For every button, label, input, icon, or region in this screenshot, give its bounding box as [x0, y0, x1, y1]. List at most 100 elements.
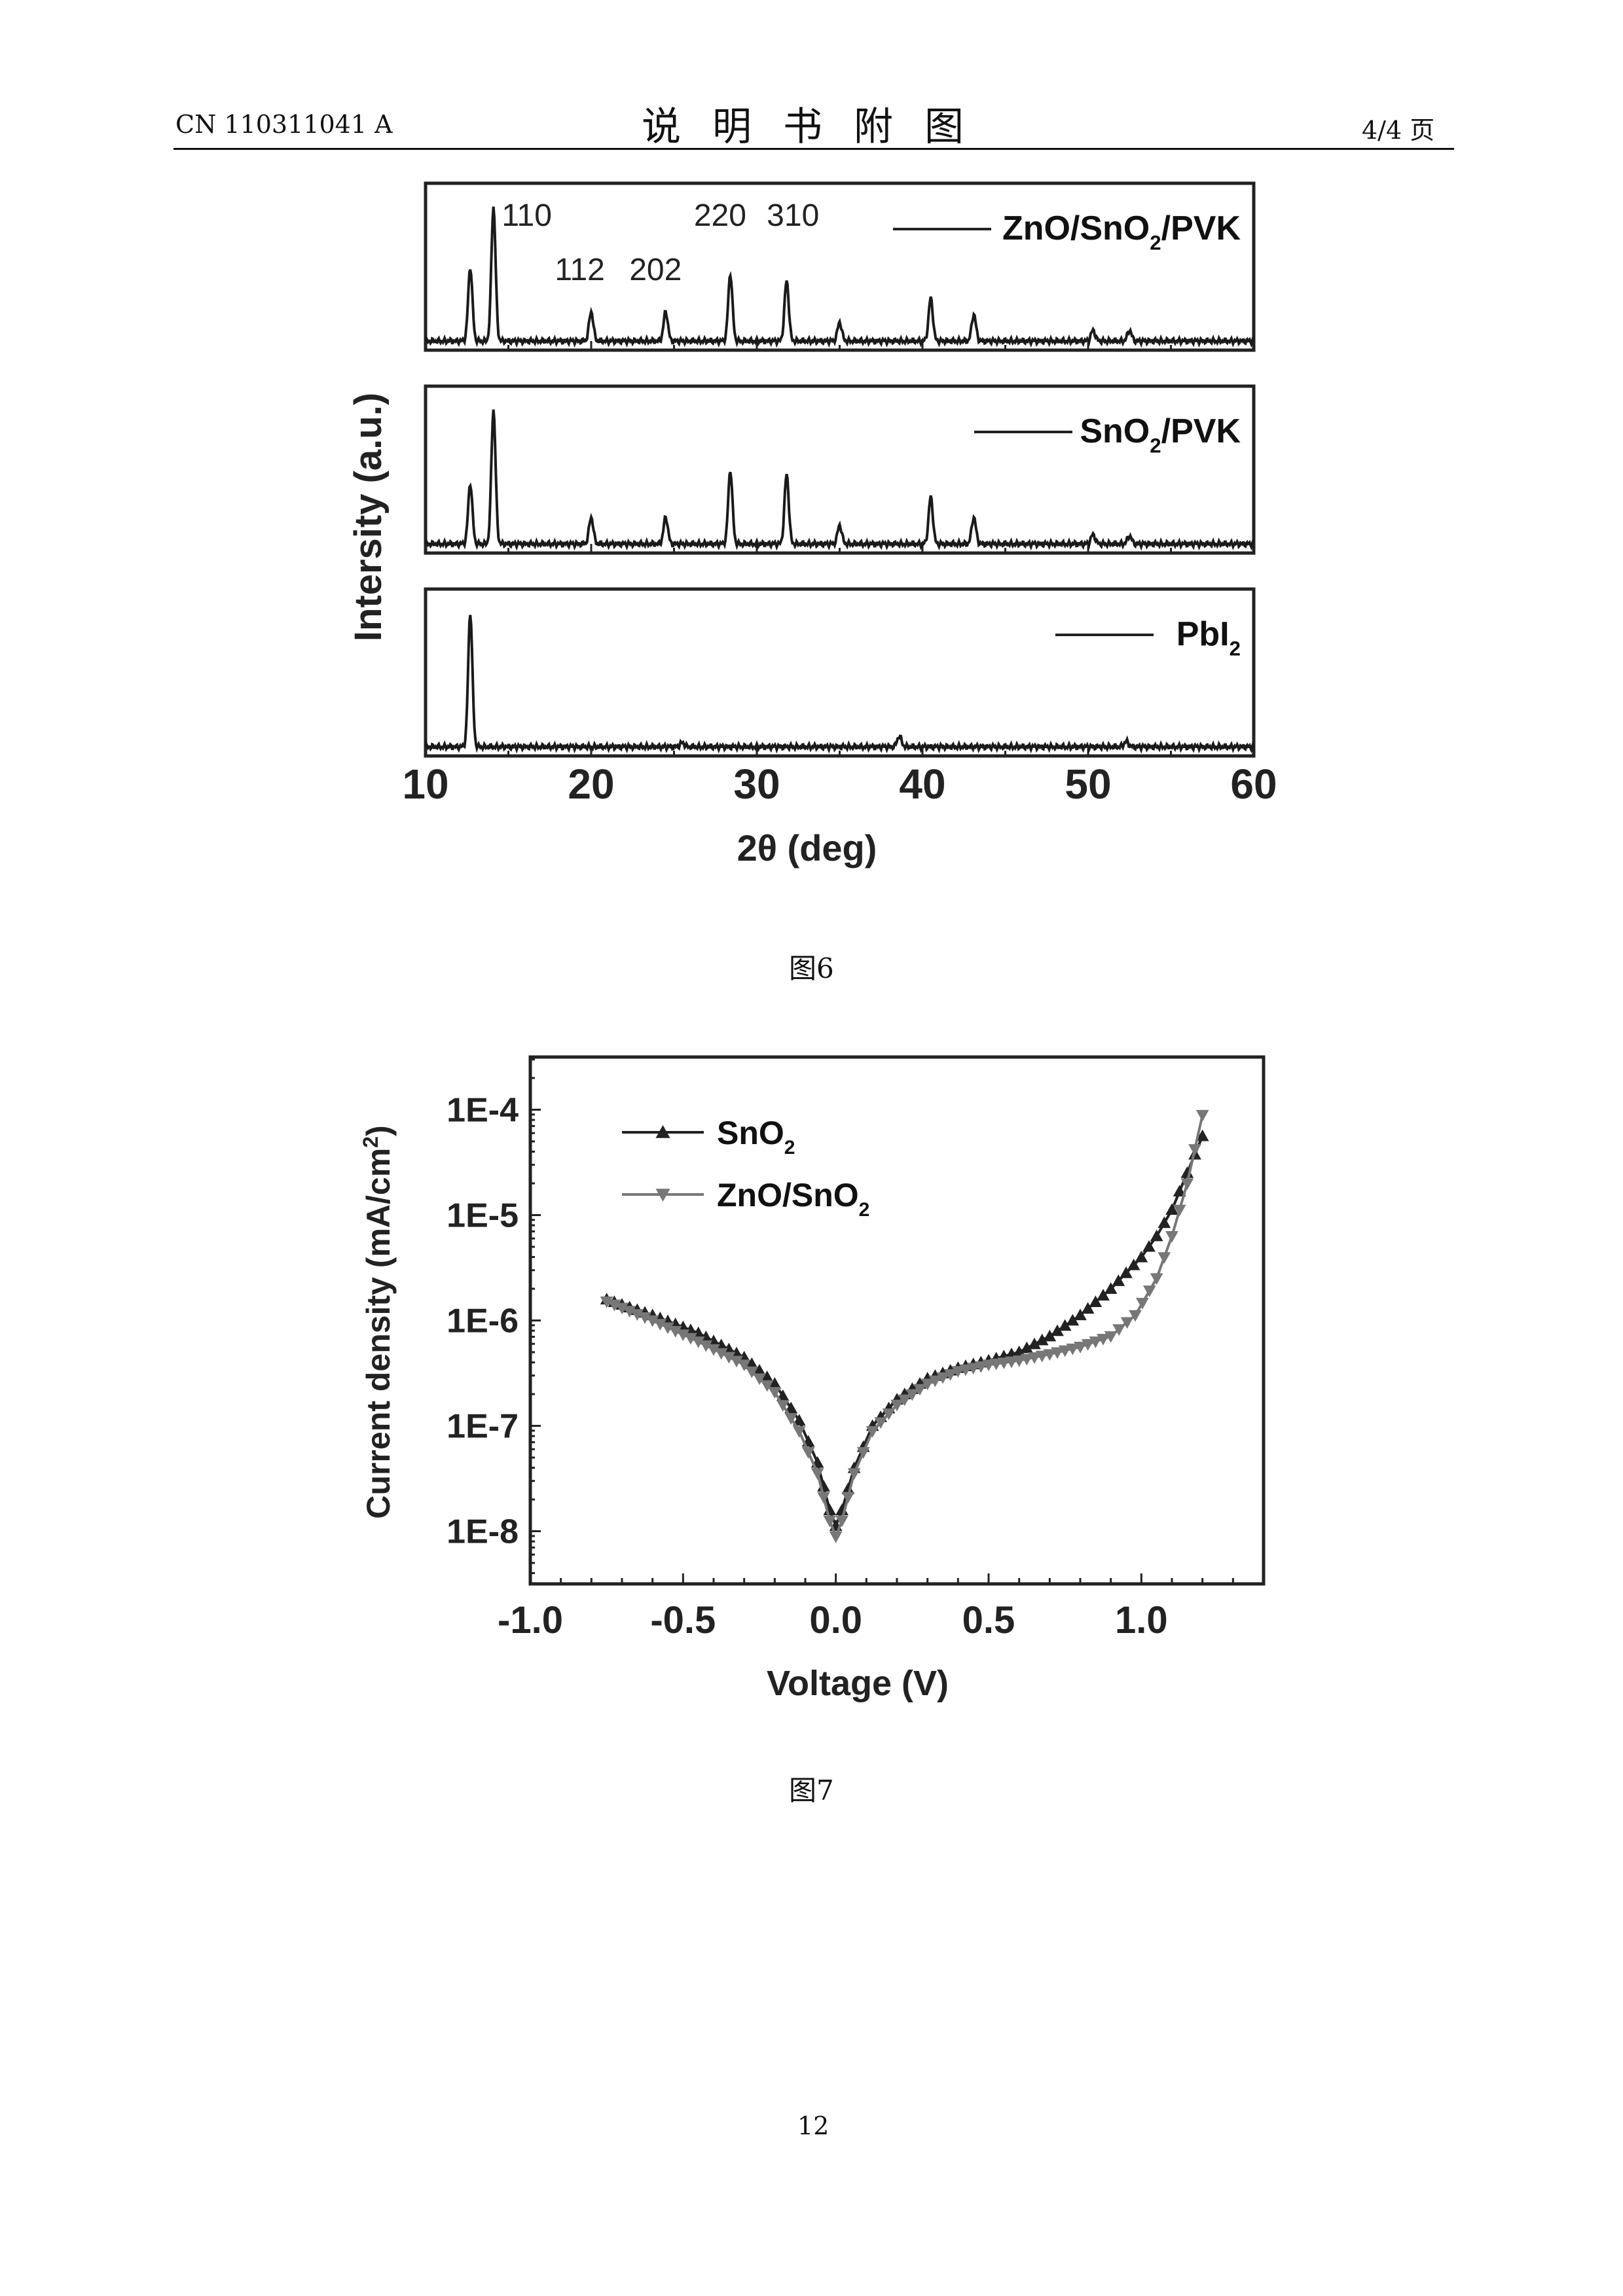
xrd-x-tick-label: 60 — [1230, 761, 1277, 808]
miller-index-label: 112 — [555, 253, 605, 287]
jv-data-marker — [966, 1363, 980, 1374]
jv-legend-marker — [655, 1125, 670, 1138]
jv-y-tick-label: 1E-6 — [447, 1302, 519, 1340]
jv-data-marker — [737, 1359, 751, 1372]
jv-data-marker — [1112, 1324, 1125, 1336]
jv-data-marker — [1173, 1185, 1186, 1196]
jv-data-marker — [982, 1359, 995, 1372]
jv-data-marker — [997, 1357, 1011, 1369]
jv-data-marker — [1097, 1333, 1110, 1346]
jv-data-marker — [792, 1414, 806, 1426]
jv-data-marker — [1127, 1258, 1140, 1270]
jv-data-marker — [847, 1468, 861, 1480]
jv-data-marker — [866, 1426, 879, 1438]
xrd-series-label: PbI2 — [1176, 615, 1241, 660]
xrd-series-label: SnO2/PVK — [1080, 412, 1241, 457]
jv-data-marker — [841, 1492, 855, 1504]
jv-data-marker — [1035, 1350, 1049, 1363]
jv-data-marker — [760, 1380, 774, 1392]
jv-legend-label: ZnO/SnO2 — [717, 1177, 869, 1221]
jv-y-tick-label: 1E-5 — [447, 1197, 519, 1235]
jv-x-axis-label: Voltage (V) — [767, 1664, 949, 1703]
jv-data-marker — [1112, 1274, 1125, 1286]
jv-data-marker — [1081, 1302, 1095, 1314]
jv-data-marker — [1012, 1355, 1026, 1367]
jv-series-line — [606, 1115, 1204, 1541]
jv-y-tick-label: 1E-7 — [447, 1408, 519, 1446]
jv-data-marker — [951, 1366, 965, 1378]
jv-data-marker — [753, 1373, 766, 1386]
jv-data-marker — [1158, 1252, 1171, 1264]
jv-data-marker — [921, 1378, 934, 1391]
jv-data-marker — [1104, 1282, 1118, 1294]
xrd-pattern-line — [424, 206, 1255, 348]
jv-data-marker — [974, 1361, 988, 1373]
jv-data-marker — [959, 1364, 972, 1376]
jv-data-marker — [1180, 1178, 1194, 1191]
jv-y-tick-label: 1E-8 — [447, 1513, 519, 1551]
xrd-x-axis-label: 2θ (deg) — [737, 827, 877, 869]
jv-data-marker — [811, 1468, 824, 1480]
jv-data-marker — [1074, 1308, 1087, 1321]
jv-chart: -1.0 -0.5 0.0 0.5 1.0 1E-4 1E-5 1E-6 1E-7 1E-8 Vol… — [359, 1055, 1266, 1703]
jv-data-marker — [835, 1515, 848, 1528]
jv-data-marker — [1173, 1204, 1186, 1217]
jv-legend-marker — [655, 1189, 670, 1202]
jv-data-marker — [829, 1531, 843, 1543]
jv-y-tick-label: 1E-4 — [447, 1092, 519, 1130]
jv-data-marker — [1074, 1342, 1087, 1354]
jv-x-tick-label: 0.5 — [962, 1599, 1015, 1641]
jv-data-marker — [1120, 1317, 1134, 1329]
jv-data-marker — [882, 1408, 896, 1420]
xrd-series-label: ZnO/SnO2/PVK — [1002, 209, 1241, 255]
jv-data-marker — [1142, 1285, 1156, 1297]
jv-data-marker — [768, 1387, 782, 1399]
jv-data-marker — [1028, 1352, 1041, 1364]
jv-data-marker — [1129, 1310, 1142, 1322]
jv-data-marker — [1188, 1144, 1201, 1156]
jv-x-tick-label: 1.0 — [1115, 1599, 1168, 1641]
jv-data-marker — [745, 1366, 759, 1378]
jv-data-marker — [856, 1447, 870, 1459]
jv-data-marker — [784, 1412, 798, 1425]
jv-data-marker — [989, 1358, 1003, 1371]
jv-data-marker — [928, 1375, 942, 1388]
jv-data-marker — [1005, 1356, 1018, 1369]
jv-data-marker — [1165, 1231, 1178, 1243]
jv-data-marker — [1195, 1109, 1209, 1122]
jv-data-marker — [936, 1372, 949, 1384]
xrd-panel-frame — [424, 587, 1256, 758]
jv-x-tick-label: -0.5 — [650, 1599, 716, 1641]
page-indicator: 4/4 页 — [1362, 116, 1435, 145]
jv-data-marker — [1104, 1331, 1118, 1343]
miller-index-label: 310 — [767, 198, 819, 233]
jv-data-marker — [1150, 1229, 1163, 1242]
xrd-y-axis-label: Intersity (a.u.) — [347, 393, 390, 641]
miller-index-label: 202 — [629, 253, 682, 287]
jv-data-marker — [913, 1384, 926, 1396]
figure-7-caption: 图7 — [789, 1774, 834, 1806]
jv-data-marker — [1051, 1347, 1064, 1359]
jv-data-marker — [943, 1369, 957, 1381]
patent-number: CN 110311041 A — [175, 110, 393, 139]
jv-x-tick-label: -1.0 — [498, 1599, 563, 1641]
jv-data-marker — [905, 1389, 919, 1401]
jv-data-marker — [817, 1492, 830, 1504]
miller-index-label: 220 — [694, 198, 746, 233]
jv-x-tick-label: 0.0 — [809, 1599, 862, 1641]
jv-data-marker — [1097, 1289, 1110, 1300]
jv-data-marker — [823, 1515, 837, 1528]
jv-data-marker — [1066, 1343, 1080, 1355]
jv-y-axis-label: Current density (mA/cm2) — [359, 1125, 397, 1518]
xrd-pattern-line — [424, 409, 1255, 551]
jv-data-marker — [1195, 1129, 1209, 1141]
page-number: 12 — [797, 2111, 830, 2140]
jv-data-marker — [1043, 1349, 1057, 1361]
xrd-pattern-line — [424, 615, 1255, 754]
jv-data-marker — [1058, 1345, 1072, 1357]
xrd-x-tick-label: 40 — [899, 761, 945, 808]
xrd-x-tick-label: 10 — [402, 761, 448, 808]
jv-data-marker — [1089, 1295, 1103, 1308]
jv-data-marker — [1120, 1266, 1133, 1278]
